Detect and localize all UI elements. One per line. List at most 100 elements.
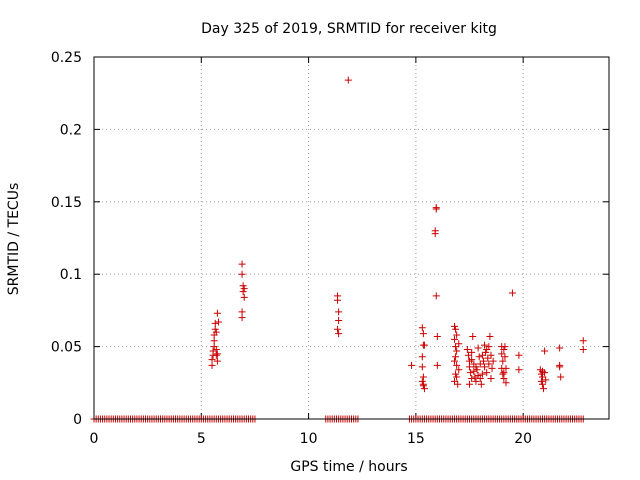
data-point: [475, 353, 483, 361]
data-point: [479, 357, 487, 365]
data-point: [466, 363, 474, 371]
data-point: [579, 345, 587, 353]
data-point: [334, 325, 342, 333]
data-point: [214, 318, 222, 326]
data-point: [515, 366, 523, 374]
data-point: [419, 373, 427, 381]
data-point: [420, 385, 428, 393]
data-point: [451, 322, 458, 330]
data-point: [453, 361, 461, 369]
data-point: [486, 332, 494, 340]
data-marks: [90, 76, 587, 423]
y-tick-label: 0.15: [51, 195, 82, 211]
data-point: [499, 357, 507, 365]
data-point: [432, 205, 440, 213]
data-point: [501, 343, 509, 351]
data-point: [344, 76, 352, 84]
data-point: [451, 357, 458, 365]
data-point: [474, 344, 482, 352]
y-tick-label: 0.2: [60, 122, 82, 138]
data-point: [487, 374, 495, 382]
data-point: [481, 341, 489, 349]
data-point: [470, 367, 478, 375]
data-point: [451, 335, 458, 343]
data-point: [482, 348, 490, 356]
data-point: [238, 314, 246, 322]
data-point: [335, 308, 343, 316]
data-point: [481, 363, 489, 371]
data-point: [469, 332, 477, 340]
data-point: [579, 337, 587, 345]
data-point: [418, 377, 426, 385]
y-tick-label: 0: [73, 412, 82, 428]
data-point: [487, 351, 495, 359]
axis-ticks: [93, 56, 609, 420]
data-point: [463, 345, 471, 353]
data-point: [240, 285, 248, 293]
data-point: [467, 369, 475, 377]
data-point: [501, 353, 509, 361]
data-point: [488, 364, 496, 372]
data-point: [433, 361, 441, 369]
data-point: [472, 363, 480, 371]
data-point: [477, 380, 485, 388]
data-point: [537, 377, 545, 385]
data-point: [541, 347, 549, 355]
data-point: [335, 330, 343, 338]
data-point: [211, 319, 219, 327]
data-point: [212, 328, 220, 336]
data-point: [208, 356, 216, 364]
data-point: [418, 363, 426, 371]
data-point: [432, 292, 440, 300]
data-point: [239, 288, 247, 296]
data-point: [538, 380, 546, 388]
data-point: [483, 369, 491, 377]
data-point: [515, 351, 523, 359]
data-point: [418, 353, 426, 361]
data-point: [500, 345, 508, 353]
data-point: [542, 376, 550, 384]
grid: [94, 57, 609, 419]
data-point: [541, 369, 549, 377]
data-point: [213, 350, 221, 358]
data-point: [557, 373, 565, 381]
data-point: [452, 343, 460, 351]
data-point: [502, 364, 510, 372]
data-point: [431, 230, 439, 238]
data-point: [240, 293, 248, 301]
data-point: [452, 325, 460, 333]
data-point: [478, 351, 486, 359]
data-point: [433, 332, 441, 340]
data-point: [213, 357, 221, 365]
data-point: [455, 366, 463, 374]
data-point: [473, 366, 481, 374]
data-point: [468, 348, 476, 356]
data-point: [213, 309, 221, 317]
x-tick-label: 5: [197, 431, 206, 447]
data-point: [500, 369, 508, 377]
data-point: [498, 350, 506, 358]
data-point: [408, 361, 416, 369]
y-tick-label: 0.1: [60, 267, 82, 283]
x-axis-label: GPS time / hours: [290, 459, 407, 475]
data-point: [485, 360, 493, 368]
data-point: [466, 380, 474, 388]
data-point: [209, 347, 217, 355]
data-point: [419, 380, 427, 388]
data-point: [472, 377, 480, 385]
data-point: [454, 380, 462, 388]
data-point: [334, 296, 342, 304]
data-point: [212, 351, 220, 359]
data-point: [453, 347, 461, 355]
data-point: [238, 270, 246, 278]
data-point: [484, 354, 492, 362]
data-point: [453, 373, 461, 381]
data-point: [453, 331, 461, 339]
data-point: [499, 370, 507, 378]
data-point: [468, 374, 476, 382]
data-point: [489, 357, 497, 365]
data-point: [485, 343, 493, 351]
y-tick-label: 0.25: [51, 50, 82, 66]
plot-frame: [93, 56, 610, 420]
